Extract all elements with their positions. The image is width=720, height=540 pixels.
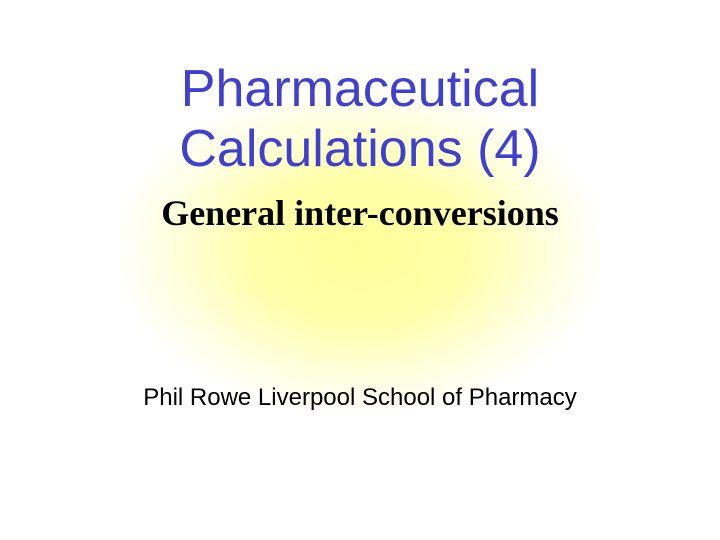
title-line-1: Pharmaceutical xyxy=(181,60,539,118)
slide-author: Phil Rowe Liverpool School of Pharmacy xyxy=(143,384,577,412)
slide-title: Pharmaceutical Calculations (4) xyxy=(179,60,540,180)
title-line-2: Calculations (4) xyxy=(179,120,540,178)
slide-content: Pharmaceutical Calculations (4) General … xyxy=(0,0,720,540)
slide-subtitle: General inter-conversions xyxy=(161,192,559,234)
